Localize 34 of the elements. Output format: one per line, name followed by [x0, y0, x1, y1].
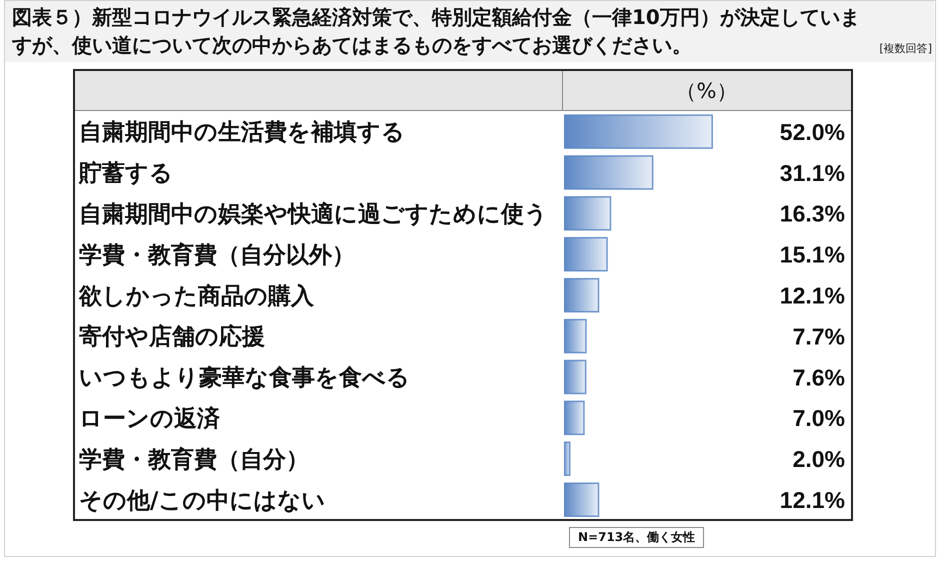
- data-label: 12.1%: [780, 282, 845, 308]
- bar: [564, 155, 654, 190]
- y-tick-label: 貯蓄する: [78, 160, 173, 187]
- bar: [564, 442, 570, 476]
- data-label: 2.0%: [792, 446, 845, 472]
- y-tick-label: 欲しかった商品の購入: [78, 282, 315, 310]
- y-tick-label: 学費・教育費（自分以外）: [79, 241, 355, 268]
- bar: [564, 360, 586, 394]
- data-label: 16.3%: [780, 200, 845, 227]
- bar: [564, 400, 585, 436]
- bar: [564, 196, 612, 231]
- bar: [564, 482, 600, 517]
- bar: [564, 318, 587, 354]
- data-label: 7.7%: [792, 323, 845, 350]
- y-tick-label: 自粛期間中の娯楽や快適に過ごすために使う: [79, 200, 548, 228]
- bar: [564, 278, 600, 312]
- y-tick-label: 寄付や店舗の応援: [79, 323, 265, 350]
- y-tick-label: ローンの返済: [79, 405, 221, 432]
- text: [複数回答]: [879, 41, 932, 56]
- data-label: 7.6%: [792, 364, 845, 390]
- data-label: 31.1%: [780, 160, 845, 186]
- y-tick-label: 学費・教育費（自分）: [79, 446, 309, 473]
- bar: [564, 237, 608, 272]
- chart-title: 図表５）新型コロナウイルス緊急経済対策で、特別定額給付金（一律10万円）が決定していますが、使い道について次の中からあてはまるものをすべてお選びください。: [12, 4, 861, 59]
- y-tick-label: 自粛期間中の生活費を補填する: [79, 120, 405, 146]
- bar: [564, 114, 713, 149]
- y-tick-label: その他/この中にはない: [79, 488, 326, 514]
- data-label: 15.1%: [780, 242, 845, 268]
- data-label: 7.0%: [792, 405, 845, 432]
- y-tick-label: いつもより豪華な食事を食べる: [79, 365, 410, 392]
- text: N=713名、働く女性: [569, 527, 704, 548]
- data-label: 52.0%: [780, 118, 845, 145]
- x-axis-title: （%）: [674, 78, 738, 105]
- data-label: 12.1%: [780, 486, 845, 513]
